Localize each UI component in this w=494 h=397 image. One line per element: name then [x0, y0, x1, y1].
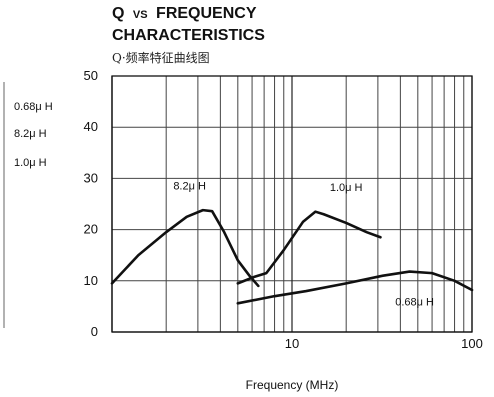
chart-subtitle: Q·频率特征曲线图	[112, 50, 210, 65]
chart-title-word: FREQUENCY	[156, 5, 257, 22]
y-tick-label-50: 50	[84, 68, 98, 83]
side-legend-8-2: 8.2μ H	[14, 128, 47, 140]
series-annotation-8-2u-h: 8.2μ H	[173, 181, 206, 193]
side-legend-1-0: 1.0μ H	[14, 157, 47, 169]
side-legend: 0.68μ H 8.2μ H 1.0μ H	[3, 82, 53, 328]
chart-title-line-2: CHARACTERISTICS	[112, 27, 265, 44]
series-line-1-0u-h	[236, 210, 382, 285]
x-tick-label-100: 100	[461, 336, 483, 351]
axis-layer	[111, 75, 473, 333]
chart-title-line-1: Q VS FREQUENCY	[112, 5, 257, 22]
data-layer	[110, 208, 474, 305]
chart-title-group: Q VS FREQUENCY CHARACTERISTICS Q·频率特征曲线图	[112, 5, 265, 65]
y-tick-label-10: 10	[84, 273, 98, 288]
label-layer: 0 10 20 30 40 50 10 100 Frequency (MHz) 8.2μ H 1.0…	[84, 68, 483, 392]
series-annotation-0-68u-h: 0.68μ H	[395, 296, 434, 308]
y-tick-label-20: 20	[84, 222, 98, 237]
series-line-8-2u-h	[110, 208, 260, 288]
chart-title-prefix: Q	[112, 5, 124, 22]
x-axis-label: Frequency (MHz)	[246, 378, 339, 392]
x-tick-label-10: 10	[285, 336, 299, 351]
side-legend-0-68: 0.68μ H	[14, 101, 53, 113]
y-tick-label-30: 30	[84, 170, 98, 185]
series-annotation-1-0u-h: 1.0μ H	[330, 182, 363, 194]
chart-title-vs: VS	[133, 9, 148, 21]
y-tick-label-40: 40	[84, 119, 98, 134]
series-line-0-68u-h	[236, 270, 474, 305]
y-tick-label-0: 0	[91, 324, 98, 339]
